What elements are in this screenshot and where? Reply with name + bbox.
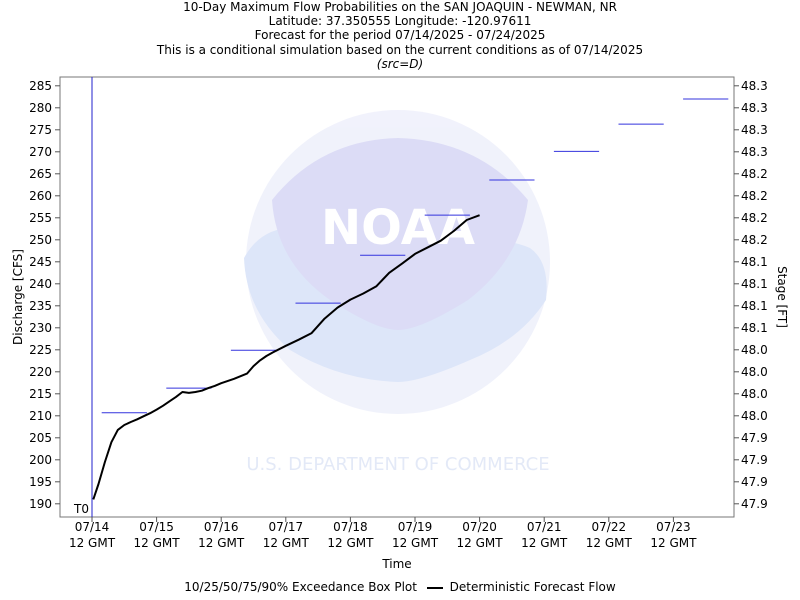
y-tick-label: 190 <box>29 497 52 511</box>
y-tick-label: 210 <box>29 409 52 423</box>
legend-box-plot: 10/25/50/75/90% Exceedance Box Plot <box>184 580 417 594</box>
chart-location: Latitude: 37.350555 Longitude: -120.9761… <box>268 14 532 29</box>
stage-tick-label: 47.9 <box>741 431 768 445</box>
x-tick-date-label: 07/18 <box>333 520 368 534</box>
x-tick-date-label: 07/22 <box>592 520 627 534</box>
chart-forecast-period: Forecast for the period 07/14/2025 - 07/… <box>254 28 546 43</box>
stage-tick-label: 48.1 <box>741 299 768 313</box>
stage-tick-label: 48.3 <box>741 101 768 115</box>
stage-tick-label: 47.9 <box>741 475 768 489</box>
stage-tick-label: 48.0 <box>741 387 768 401</box>
x-tick-time-label: 12 GMT <box>521 536 568 550</box>
noaa-seal-footer: U.S. DEPARTMENT OF COMMERCE <box>246 454 549 475</box>
x-tick-time-label: 12 GMT <box>263 536 310 550</box>
x-axis-label: Time <box>381 557 411 571</box>
stage-tick-label: 48.3 <box>741 123 768 137</box>
x-tick-date-label: 07/21 <box>527 520 562 534</box>
plot-frame <box>59 76 735 518</box>
y-tick-label: 280 <box>29 101 52 115</box>
stage-tick-label: 47.9 <box>741 497 768 511</box>
x-tick-date-label: 07/23 <box>656 520 691 534</box>
x-tick-time-label: 12 GMT <box>327 536 374 550</box>
stage-tick-label: 48.2 <box>741 233 768 247</box>
y-tick-label: 245 <box>29 255 52 269</box>
x-tick-time-label: 12 GMT <box>69 536 116 550</box>
legend-deterministic: Deterministic Forecast Flow <box>449 580 616 594</box>
x-tick-time-label: 12 GMT <box>198 536 245 550</box>
stage-tick-label: 48.3 <box>741 145 768 159</box>
noaa-logo-text: NOAA <box>321 200 475 256</box>
x-tick-time-label: 12 GMT <box>392 536 439 550</box>
x-tick-date-label: 07/20 <box>462 520 497 534</box>
y-tick-label: 260 <box>29 189 52 203</box>
y-tick-label: 225 <box>29 343 52 357</box>
x-tick-time-label: 12 GMT <box>134 536 181 550</box>
stage-tick-label: 48.0 <box>741 409 768 423</box>
chart-legend: 10/25/50/75/90% Exceedance Box Plot Dete… <box>0 580 800 594</box>
stage-tick-label: 48.0 <box>741 365 768 379</box>
stage-tick-label: 48.2 <box>741 189 768 203</box>
stage-tick-label: 48.3 <box>741 79 768 93</box>
y-tick-label: 275 <box>29 123 52 137</box>
y-tick-label: 200 <box>29 453 52 467</box>
x-tick-time-label: 12 GMT <box>457 536 504 550</box>
x-tick-date-label: 07/17 <box>269 520 304 534</box>
x-tick-date-label: 07/14 <box>75 520 110 534</box>
x-tick-date-label: 07/16 <box>204 520 239 534</box>
stage-tick-label: 48.1 <box>741 277 768 291</box>
chart-source: (src=D) <box>376 56 424 71</box>
x-tick-date-label: 07/19 <box>398 520 433 534</box>
y-tick-label: 195 <box>29 475 52 489</box>
stage-tick-label: 47.9 <box>741 453 768 467</box>
noaa-seal-bird <box>272 138 528 330</box>
y-tick-label: 285 <box>29 79 52 93</box>
t0-label: T0 <box>73 502 89 516</box>
y-tick-label: 220 <box>29 365 52 379</box>
y-tick-label: 240 <box>29 277 52 291</box>
deterministic-flow-line <box>92 214 480 500</box>
chart-simulation-note: This is a conditional simulation based o… <box>156 42 644 57</box>
legend-line-swatch <box>426 586 443 589</box>
y-tick-label: 205 <box>29 431 52 445</box>
chart-title-block: 10-Day Maximum Flow Probabilities on the… <box>0 0 800 71</box>
x-tick-time-label: 12 GMT <box>586 536 633 550</box>
y-tick-label: 230 <box>29 321 52 335</box>
stage-tick-label: 48.1 <box>741 255 768 269</box>
stage-tick-label: 48.2 <box>741 211 768 225</box>
stage-tick-label: 48.2 <box>741 167 768 181</box>
y-tick-label: 270 <box>29 145 52 159</box>
chart-title: 10-Day Maximum Flow Probabilities on the… <box>183 0 617 14</box>
y-tick-label: 235 <box>29 299 52 313</box>
x-tick-date-label: 07/15 <box>139 520 174 534</box>
stage-axis-label: Stage [FT] <box>775 266 789 328</box>
y-tick-label: 250 <box>29 233 52 247</box>
y-tick-label: 265 <box>29 167 52 181</box>
noaa-watermark: NOAA U.S. DEPARTMENT OF COMMERCE <box>244 110 550 475</box>
stage-tick-label: 48.0 <box>741 343 768 357</box>
stage-tick-label: 48.1 <box>741 321 768 335</box>
y-axis-label: Discharge [CFS] <box>11 249 25 345</box>
y-tick-label: 255 <box>29 211 52 225</box>
x-tick-time-label: 12 GMT <box>650 536 697 550</box>
y-tick-label: 215 <box>29 387 52 401</box>
